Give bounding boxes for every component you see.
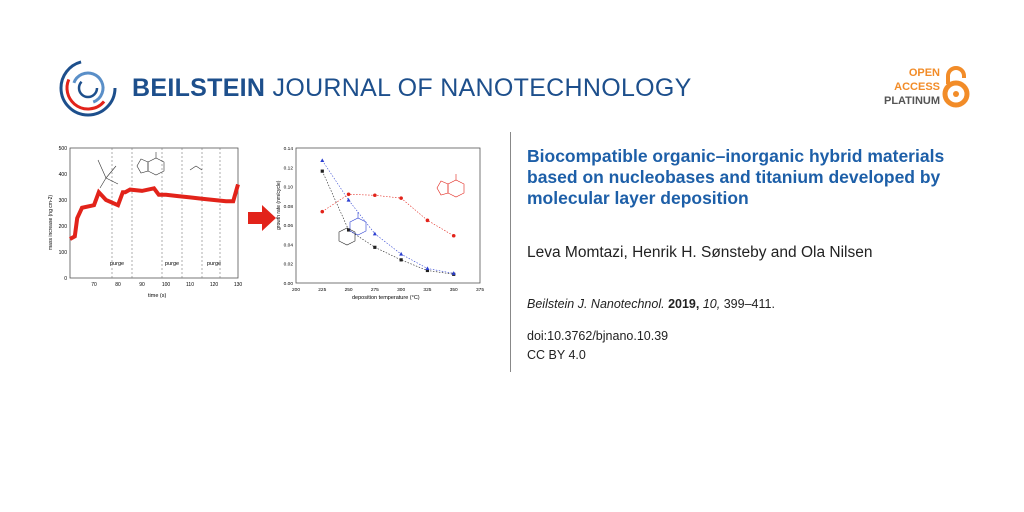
article-doi[interactable]: doi:10.3762/bjnano.10.39 [527, 329, 669, 343]
water-molecule-icon [189, 165, 203, 171]
adenine-point [399, 196, 403, 200]
thymine-point [373, 245, 377, 249]
cytosine-point [372, 231, 377, 236]
growth-chart: 0.00 0.02 0.04 0.06 0.08 0.10 0.12 0.14 200 225 2… [276, 146, 484, 301]
citation-volume: 10, [702, 297, 721, 311]
adenine-point [346, 192, 351, 197]
growth-x-tick-label: 325 [423, 287, 431, 293]
growth-x-tick-label: 200 [292, 287, 300, 293]
citation-pages: 399–411. [723, 297, 775, 311]
citation-journal: Beilstein J. Nanotechnol. [527, 297, 665, 311]
journal-name[interactable]: BEILSTEIN JOURNAL OF NANOTECHNOLOGY [132, 74, 692, 103]
mass-chart: 0 100 200 300 400 500 70 80 90 100 110 120 130 mass… [48, 146, 242, 299]
open-access-line-3: PLATINUM [883, 95, 940, 107]
article-license[interactable]: CC BY 4.0 [527, 348, 586, 362]
mass-x-tick-label: 130 [234, 282, 243, 288]
arrow-icon [248, 205, 276, 231]
mass-chart-ylabel: mass increase (ng cm-2) [48, 195, 54, 250]
mass-chart-xlabel: time (s) [148, 293, 167, 299]
growth-x-tick-label: 225 [318, 287, 326, 293]
open-access-lock-icon [942, 66, 970, 108]
mass-y-tick-label: 400 [59, 172, 68, 178]
cytosine-point [399, 251, 404, 256]
thymine-point [425, 268, 430, 273]
mass-x-tick-label: 100 [162, 282, 171, 288]
cytosine-molecule-icon [349, 212, 367, 236]
open-access-line-1: OPEN [908, 67, 940, 79]
citation-year: 2019, [668, 297, 700, 311]
cytosine-point [425, 266, 430, 271]
purge-label-1: purge [110, 261, 124, 267]
mass-y-tick-label: 0 [64, 276, 67, 282]
purge-label-2: purge [165, 261, 179, 267]
growth-chart-xlabel: deposition temperature (°C) [352, 295, 420, 301]
cytosine-series-line [322, 160, 454, 274]
mass-y-tick-label: 300 [59, 198, 68, 204]
purge-label-3: purge [207, 261, 221, 267]
growth-x-tick-label: 350 [450, 287, 458, 293]
journal-name-bold: BEILSTEIN [132, 74, 266, 102]
mass-x-tick-label: 70 [91, 282, 97, 288]
mass-y-tick-label: 100 [59, 250, 68, 256]
open-access-line-2: ACCESS [894, 81, 940, 93]
growth-x-tick-label: 375 [476, 287, 484, 293]
mass-series-line [69, 183, 240, 241]
thymine-point [320, 169, 324, 173]
mass-x-tick-label: 110 [186, 282, 194, 288]
journal-name-rest: JOURNAL OF NANOTECHNOLOGY [265, 74, 692, 102]
thymine-point [346, 228, 351, 232]
mass-x-tick-label: 120 [210, 282, 219, 288]
growth-y-tick-label: 0.14 [284, 146, 294, 152]
graphical-abstract: 0 100 200 300 400 500 70 80 90 100 110 120 130 mass… [48, 146, 484, 301]
adenine-molecule-icon [136, 152, 165, 176]
mass-x-tick-label: 80 [115, 282, 121, 288]
mass-x-tick-label: 90 [139, 282, 145, 288]
thymine-series-line [322, 170, 454, 275]
cytosine-point [320, 158, 325, 163]
growth-x-tick-label: 275 [371, 287, 379, 293]
open-access-badge: OPEN ACCESS PLATINUM [884, 66, 940, 108]
adenine-point [425, 218, 430, 223]
thymine-point [399, 258, 403, 262]
adenine-point [451, 233, 456, 238]
adenine-point [373, 193, 377, 198]
precursor-molecule-icon [97, 159, 119, 189]
growth-y-tick-label: 0.12 [284, 165, 294, 171]
adenine-series-line [322, 193, 454, 237]
growth-chart-ylabel: growth rate (nm/cycle) [276, 180, 282, 230]
cytosine-point [451, 271, 456, 275]
article-citation: Beilstein J. Nanotechnol. 2019, 10, 399–… [527, 297, 775, 311]
growth-y-tick-label: 0.06 [284, 223, 294, 229]
beilstein-logo-icon [59, 59, 117, 117]
growth-x-tick-label: 300 [397, 287, 405, 293]
mass-y-tick-label: 500 [59, 146, 68, 152]
growth-y-tick-label: 0.04 [284, 242, 294, 248]
growth-y-tick-label: 0.00 [284, 281, 294, 287]
growth-y-tick-label: 0.08 [284, 204, 294, 210]
cytosine-point [346, 197, 351, 202]
adenine-point [320, 209, 325, 214]
article-title[interactable]: Biocompatible organic–inorganic hybrid m… [527, 146, 945, 208]
article-authors: Leva Momtazi, Henrik H. Sønsteby and Ola… [527, 244, 873, 261]
growth-x-tick-label: 250 [345, 287, 353, 293]
adenine-red-molecule-icon [436, 174, 465, 198]
vertical-divider [510, 132, 511, 372]
growth-y-tick-label: 0.10 [284, 185, 294, 191]
growth-y-tick-label: 0.02 [284, 262, 294, 268]
thymine-molecule-icon [338, 227, 356, 246]
mass-y-tick-label: 200 [59, 224, 68, 230]
